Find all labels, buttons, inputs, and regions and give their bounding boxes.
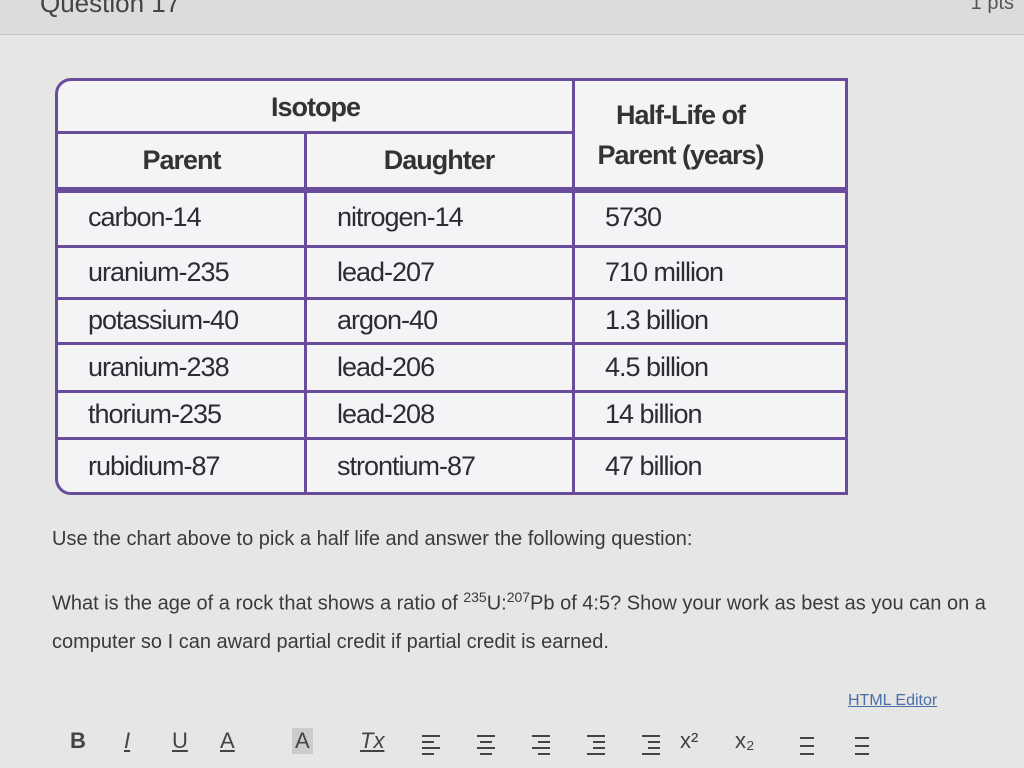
text: What is the age of a rock that shows a r… [52,592,464,615]
row-divider [58,297,845,300]
table-cell: 14 billion [605,399,703,429]
column-divider [572,81,575,492]
column-header: Parent [142,145,221,175]
table-cell: uranium-235 [88,256,230,287]
row-divider [58,245,845,248]
question-points: 1 pts [970,0,1014,14]
row-divider [58,131,573,134]
number-list[interactable] [855,737,869,755]
column-header: Daughter [383,145,496,175]
toolbar-button[interactable]: B [70,728,86,753]
toolbar-button[interactable]: x² [680,728,699,753]
table-cell: 5730 [605,201,662,232]
toolbar-button[interactable]: x₂ [735,728,755,753]
table-cell: argon-40 [337,305,438,335]
row-divider [58,390,845,393]
editor-toolbar: B I U A A Tx x² x₂ [60,722,990,766]
indent[interactable] [642,735,660,755]
table-cell: thorium-235 [88,399,222,429]
superscript: 207 [506,589,531,605]
toolbar-button[interactable]: Tx [360,728,385,753]
table-cell: strontium-87 [337,451,476,481]
superscript: 235 [463,589,487,605]
row-divider [58,342,845,345]
align-left[interactable] [422,735,440,755]
isotope-table: Isotope Half-Life of Parent (years) Parent… [55,78,848,495]
align-icons [422,735,869,755]
table-cell: 47 billion [605,451,703,481]
question-title: Question 17 [40,0,181,18]
table-cell: uranium-238 [88,351,230,382]
text: U: [486,592,507,615]
table-cell: lead-206 [337,351,435,382]
html-editor-link[interactable]: HTML Editor [848,692,938,709]
row-divider [58,437,845,440]
toolbar-icons [422,735,869,755]
table-cell: carbon-14 [88,201,202,232]
bullet-list[interactable] [800,737,814,755]
toolbar-button[interactable]: A [292,728,313,754]
text: Pb of 4:5? Show your work as best as you… [52,592,986,653]
table-cell: 710 million [605,256,724,287]
outdent[interactable] [587,735,605,755]
align-right[interactable] [532,735,550,755]
table-cell: 4.5 billion [605,351,709,382]
question-header: Question 17 1 pts [0,0,1024,35]
group-header: Isotope [270,91,361,122]
half-life-header: Half-Life of Parent (years) [597,99,764,170]
column-divider [304,133,307,492]
table-cell: 1.3 billion [605,305,709,335]
table-cell: lead-208 [337,399,435,429]
instruction: Use the chart above to pick a half life … [52,528,693,550]
row-divider [58,187,845,193]
table-cell: potassium-40 [88,305,239,335]
table-cell: nitrogen-14 [337,201,464,232]
align-center[interactable] [477,735,495,755]
toolbar-button[interactable]: U [172,728,188,753]
toolbar-button[interactable]: I [124,728,131,753]
table-cell: lead-207 [337,256,435,287]
table-cell: rubidium-87 [88,451,221,481]
question-text: What is the age of a rock that shows a r… [52,578,992,661]
toolbar-button[interactable]: A [220,728,235,753]
